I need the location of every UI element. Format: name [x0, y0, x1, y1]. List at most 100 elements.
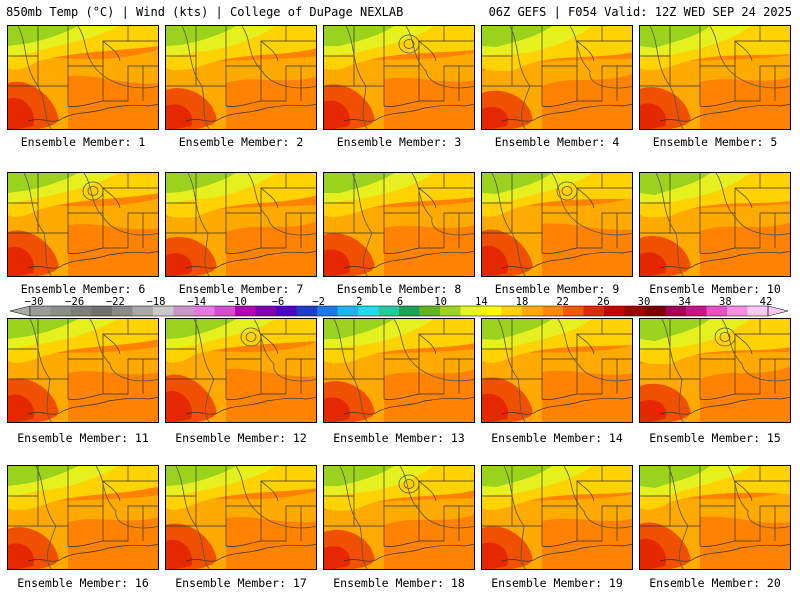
- temperature-map: [324, 26, 474, 129]
- ensemble-member-label: Ensemble Member: 7: [178, 282, 304, 296]
- ensemble-map-panel: [639, 465, 791, 570]
- colorbar-segment: [419, 306, 441, 316]
- ensemble-member-label: Ensemble Member: 14: [491, 431, 623, 445]
- temperature-map: [640, 173, 790, 276]
- colorbar-tick-label: 26: [597, 297, 610, 308]
- colorbar-tick-label: 2: [356, 297, 362, 308]
- colorbar-segment: [440, 306, 461, 316]
- temperature-map: [482, 173, 632, 276]
- colorbar-tick-label: 14: [475, 297, 488, 308]
- colorbar-segment: [501, 306, 523, 316]
- ensemble-map-panel: [639, 318, 791, 423]
- ensemble-map-panel: [7, 172, 159, 277]
- ensemble-member-label: Ensemble Member: 10: [649, 282, 781, 296]
- ensemble-map-panel: [323, 25, 475, 130]
- colorbar-segment: [276, 306, 297, 316]
- temperature-map: [640, 26, 790, 129]
- colorbar-segment: [522, 306, 543, 316]
- ensemble-member-label: Ensemble Member: 1: [20, 135, 146, 149]
- ensemble-member-label: Ensemble Member: 5: [652, 135, 778, 149]
- colorbar-segment: [604, 306, 625, 316]
- colorbar-tick-label: 30: [638, 297, 651, 308]
- ensemble-member-label: Ensemble Member: 16: [17, 576, 149, 590]
- ensemble-member-label: Ensemble Member: 19: [491, 576, 623, 590]
- temperature-map: [166, 173, 316, 276]
- colorbar-tick-label: 18: [516, 297, 529, 308]
- colorbar-tick-label: −10: [228, 297, 247, 308]
- ensemble-map-panel: [323, 318, 475, 423]
- ensemble-map-panel: [165, 25, 317, 130]
- colorbar-segment: [542, 306, 564, 316]
- colorbar-segment: [132, 306, 154, 316]
- colorbar-segment: [30, 306, 51, 316]
- ensemble-map-panel: [481, 172, 633, 277]
- ensemble-member-label: Ensemble Member: 9: [494, 282, 620, 296]
- temperature-map: [8, 173, 158, 276]
- colorbar-segment: [727, 306, 748, 316]
- ensemble-member-label: Ensemble Member: 3: [336, 135, 462, 149]
- colorbar-tick-label: −22: [106, 297, 125, 308]
- colorbar-segment: [153, 306, 174, 316]
- ensemble-map-panel: [323, 172, 475, 277]
- colorbar-tick-label: 34: [678, 297, 691, 308]
- colorbar-tick-label: −30: [25, 297, 44, 308]
- colorbar-segment: [112, 306, 133, 316]
- ensemble-map-panel: [481, 318, 633, 423]
- temperature-map: [8, 26, 158, 129]
- ensemble-map-panel: [165, 465, 317, 570]
- colorbar-segment: [645, 306, 666, 316]
- temperature-map: [324, 466, 474, 569]
- colorbar-segment: [337, 306, 359, 316]
- colorbar-segment: [686, 306, 707, 316]
- ensemble-map-panel: [7, 465, 159, 570]
- colorbar-tick-label: 10: [434, 297, 447, 308]
- ensemble-map-panel: [481, 25, 633, 130]
- temperature-map: [8, 319, 158, 422]
- temperature-map: [482, 26, 632, 129]
- temperature-colorbar: −30 −26 −22 −18 −14 −10 −6 −2 2 6 10 14 18 22 26 30 34 38…: [9, 297, 789, 317]
- colorbar-tick-label: 42: [760, 297, 773, 308]
- colorbar-segment: [255, 306, 277, 316]
- colorbar-segment: [378, 306, 400, 316]
- colorbar-segment: [358, 306, 379, 316]
- ensemble-member-label: Ensemble Member: 17: [175, 576, 307, 590]
- temperature-map: [640, 466, 790, 569]
- colorbar-tick-label: −6: [272, 297, 285, 308]
- colorbar-tick-label: −14: [187, 297, 206, 308]
- colorbar-tick-label: −26: [65, 297, 84, 308]
- colorbar-segment: [71, 306, 92, 316]
- ensemble-member-label: Ensemble Member: 6: [20, 282, 146, 296]
- colorbar-tick-label: 38: [719, 297, 732, 308]
- ensemble-member-label: Ensemble Member: 12: [175, 431, 307, 445]
- temperature-map: [8, 466, 158, 569]
- ensemble-member-label: Ensemble Member: 4: [494, 135, 620, 149]
- ensemble-member-label: Ensemble Member: 20: [649, 576, 781, 590]
- colorbar-segment: [460, 306, 482, 316]
- colorbar-segment: [747, 306, 769, 316]
- ensemble-map-panel: [639, 172, 791, 277]
- ensemble-member-label: Ensemble Member: 11: [17, 431, 149, 445]
- colorbar-segment: [563, 306, 584, 316]
- ensemble-map-panel: [165, 172, 317, 277]
- colorbar-segment: [296, 306, 318, 316]
- temperature-map: [166, 466, 316, 569]
- temperature-map: [324, 173, 474, 276]
- colorbar-segment: [399, 306, 420, 316]
- colorbar-segment: [624, 306, 646, 316]
- colorbar-segment: [194, 306, 215, 316]
- ensemble-map-panel: [7, 318, 159, 423]
- temperature-map: [482, 466, 632, 569]
- temperature-map: [482, 319, 632, 422]
- ensemble-member-label: Ensemble Member: 15: [649, 431, 781, 445]
- colorbar-segment: [481, 306, 502, 316]
- colorbar-tick-label: 22: [556, 297, 569, 308]
- colorbar-segment: [91, 306, 113, 316]
- colorbar-segment: [317, 306, 338, 316]
- colorbar-segment: [173, 306, 195, 316]
- ensemble-member-label: Ensemble Member: 18: [333, 576, 465, 590]
- colorbar-segment: [235, 306, 256, 316]
- ensemble-map-panel: [7, 25, 159, 130]
- ensemble-member-label: Ensemble Member: 13: [333, 431, 465, 445]
- colorbar-segment: [665, 306, 687, 316]
- colorbar-segment: [706, 306, 728, 316]
